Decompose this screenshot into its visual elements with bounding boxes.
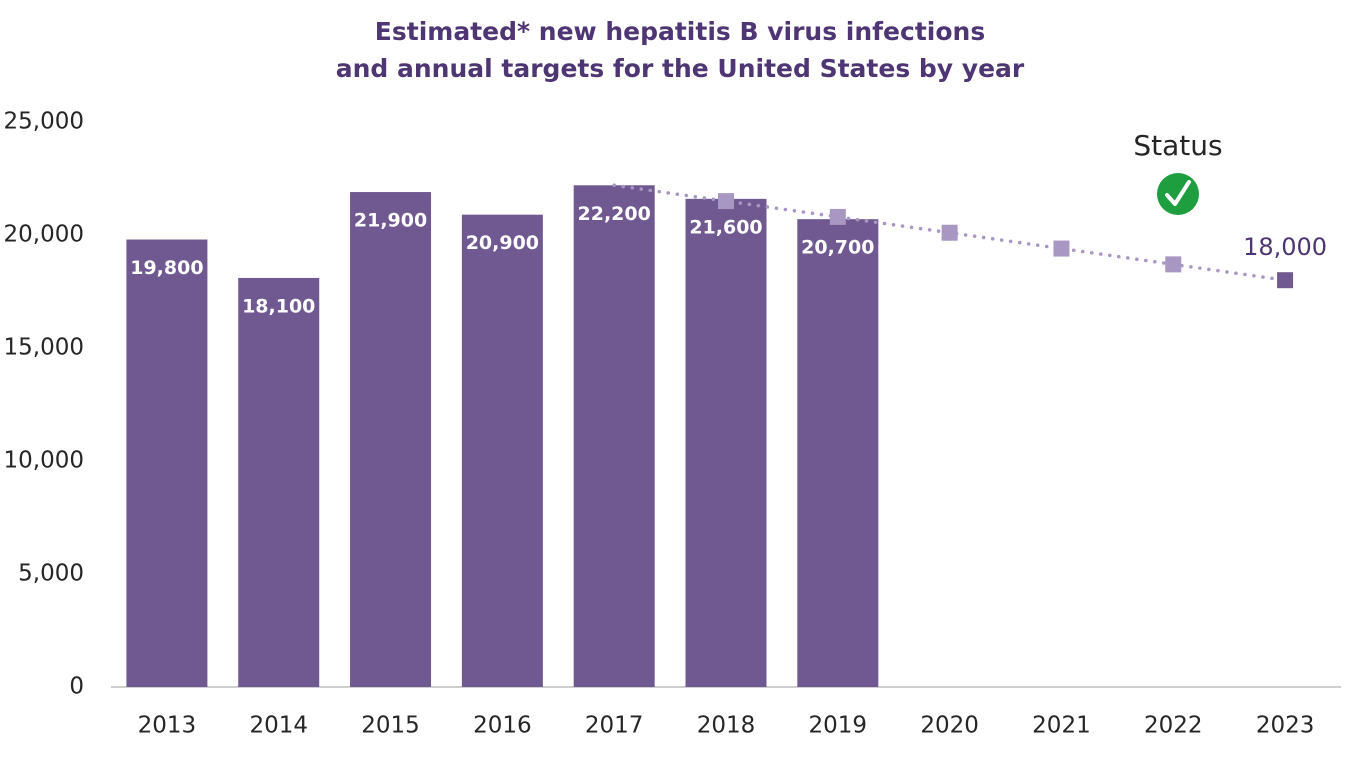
- data-label: 21,900: [354, 210, 427, 232]
- check-icon: [1157, 173, 1199, 215]
- y-tick-label: 5,000: [18, 561, 84, 587]
- chart-title: Estimated* new hepatitis B virus infecti…: [375, 17, 985, 46]
- target-marker: [941, 224, 958, 241]
- bar: [350, 192, 432, 687]
- target-marker: [718, 193, 734, 210]
- data-label: 20,700: [801, 237, 874, 259]
- y-tick-label: 10,000: [4, 448, 84, 474]
- x-tick-label: 2019: [809, 713, 868, 739]
- x-tick-label: 2014: [249, 713, 308, 739]
- x-tick-label: 2015: [361, 713, 420, 739]
- data-label: 18,100: [242, 295, 315, 317]
- x-tick-label: 2020: [920, 713, 979, 739]
- target-marker: [1277, 272, 1294, 289]
- x-tick-label: 2023: [1256, 713, 1315, 739]
- bar: [126, 239, 208, 687]
- y-tick-label: 0: [69, 674, 84, 700]
- bar: [238, 277, 320, 687]
- x-tick-label: 2013: [138, 713, 197, 739]
- data-label: 18,000: [1243, 233, 1327, 261]
- y-tick-label: 20,000: [4, 222, 84, 248]
- x-tick-label: 2016: [473, 713, 532, 739]
- x-tick-label: 2021: [1032, 713, 1091, 739]
- target-marker: [1165, 256, 1182, 273]
- annotation: Status: [1133, 129, 1222, 162]
- y-tick-label: 25,000: [4, 109, 84, 135]
- target-marker: [829, 208, 846, 225]
- target-marker: [1053, 240, 1070, 257]
- x-tick-label: 2017: [585, 713, 644, 739]
- data-label: 22,200: [578, 203, 651, 225]
- x-tick-label: 2018: [697, 713, 756, 739]
- data-label: 21,600: [689, 216, 762, 238]
- x-tick-label: 2022: [1144, 713, 1203, 739]
- y-tick-label: 15,000: [4, 335, 84, 361]
- bar: [461, 214, 543, 687]
- bar: [797, 219, 879, 687]
- chart-title: and annual targets for the United States…: [336, 54, 1025, 83]
- data-label: 19,800: [130, 257, 203, 279]
- data-label: 20,900: [466, 232, 539, 254]
- bar: [685, 198, 767, 687]
- bar: [573, 185, 655, 687]
